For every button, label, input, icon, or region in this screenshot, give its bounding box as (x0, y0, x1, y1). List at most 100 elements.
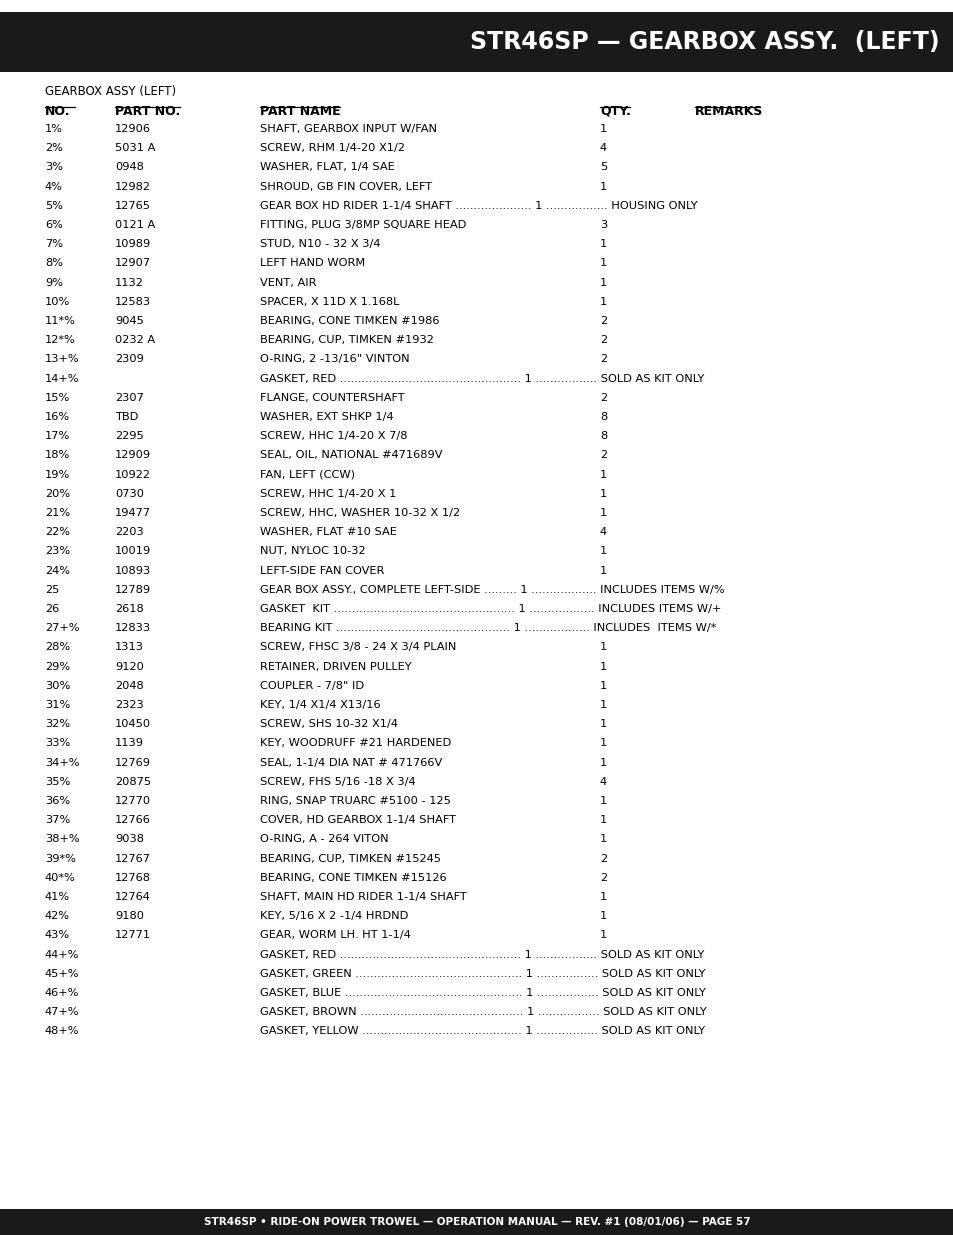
Text: 8: 8 (599, 431, 607, 441)
Text: 12833: 12833 (115, 624, 151, 634)
Text: GEAR BOX ASSY., COMPLETE LEFT-SIDE ......... 1 .................. INCLUDES ITEMS: GEAR BOX ASSY., COMPLETE LEFT-SIDE .....… (260, 585, 724, 595)
Text: 10450: 10450 (115, 719, 151, 729)
Text: 8%: 8% (45, 258, 63, 268)
Text: 2%: 2% (45, 143, 63, 153)
Text: STR46SP • RIDE-ON POWER TROWEL — OPERATION MANUAL — REV. #1 (08/01/06) — PAGE 57: STR46SP • RIDE-ON POWER TROWEL — OPERATI… (204, 1216, 749, 1228)
Text: 30%: 30% (45, 680, 71, 690)
Text: 37%: 37% (45, 815, 71, 825)
Text: 27+%: 27+% (45, 624, 79, 634)
Text: 2203: 2203 (115, 527, 144, 537)
Text: 0232 A: 0232 A (115, 335, 155, 346)
Text: GEAR BOX HD RIDER 1-1/4 SHAFT ..................... 1 ................. HOUSING : GEAR BOX HD RIDER 1-1/4 SHAFT ..........… (260, 201, 697, 211)
Text: SPACER, X 11D X 1.168L: SPACER, X 11D X 1.168L (260, 296, 399, 306)
Text: 23%: 23% (45, 546, 71, 557)
Text: TBD: TBD (115, 412, 138, 422)
Text: 32%: 32% (45, 719, 71, 729)
Text: 1: 1 (599, 124, 607, 135)
Text: 3: 3 (599, 220, 607, 230)
Text: 2: 2 (599, 354, 606, 364)
Text: 2: 2 (599, 316, 606, 326)
Text: 24%: 24% (45, 566, 70, 576)
Text: 1: 1 (599, 258, 607, 268)
Text: GASKET, BROWN ............................................. 1 ................. : GASKET, BROWN ..........................… (260, 1008, 706, 1018)
Text: 46+%: 46+% (45, 988, 79, 998)
Text: 4: 4 (599, 143, 606, 153)
Text: O-RING, A - 264 VITON: O-RING, A - 264 VITON (260, 835, 388, 845)
Text: GASKET  KIT .................................................. 1 ...............: GASKET KIT .............................… (260, 604, 720, 614)
Text: 12982: 12982 (115, 182, 151, 191)
Text: 12768: 12768 (115, 873, 151, 883)
Text: 2: 2 (599, 451, 606, 461)
Text: WASHER, FLAT #10 SAE: WASHER, FLAT #10 SAE (260, 527, 396, 537)
Text: 2295: 2295 (115, 431, 144, 441)
Text: 44+%: 44+% (45, 950, 79, 960)
Text: KEY, WOODRUFF #21 HARDENED: KEY, WOODRUFF #21 HARDENED (260, 739, 451, 748)
Text: 1: 1 (599, 489, 607, 499)
Text: 1: 1 (599, 566, 607, 576)
Text: COVER, HD GEARBOX 1-1/4 SHAFT: COVER, HD GEARBOX 1-1/4 SHAFT (260, 815, 456, 825)
Text: KEY, 5/16 X 2 -1/4 HRDND: KEY, 5/16 X 2 -1/4 HRDND (260, 911, 408, 921)
Text: BEARING, CONE TIMKEN #15126: BEARING, CONE TIMKEN #15126 (260, 873, 446, 883)
Text: 41%: 41% (45, 892, 71, 902)
Text: 13+%: 13+% (45, 354, 79, 364)
Text: 1: 1 (599, 835, 607, 845)
Text: 9045: 9045 (115, 316, 144, 326)
Text: STR46SP — GEARBOX ASSY.  (LEFT): STR46SP — GEARBOX ASSY. (LEFT) (470, 30, 939, 54)
Text: 11*%: 11*% (45, 316, 76, 326)
Text: 6%: 6% (45, 220, 63, 230)
Text: 12907: 12907 (115, 258, 151, 268)
Text: SCREW, SHS 10-32 X1/4: SCREW, SHS 10-32 X1/4 (260, 719, 397, 729)
Text: GASKET, RED .................................................. 1 ...............: GASKET, RED ............................… (260, 950, 703, 960)
Text: LEFT-SIDE FAN COVER: LEFT-SIDE FAN COVER (260, 566, 384, 576)
Text: LEFT HAND WORM: LEFT HAND WORM (260, 258, 365, 268)
Text: 1: 1 (599, 930, 607, 940)
Text: 19477: 19477 (115, 508, 151, 517)
Text: 15%: 15% (45, 393, 71, 403)
Text: GASKET, BLUE ................................................. 1 ...............: GASKET, BLUE ...........................… (260, 988, 705, 998)
Text: 34+%: 34+% (45, 757, 79, 768)
Text: 9038: 9038 (115, 835, 144, 845)
Bar (0, 12, 953, 72)
Text: 18%: 18% (45, 451, 71, 461)
Text: 1: 1 (599, 240, 607, 249)
Text: 14+%: 14+% (45, 374, 79, 384)
Text: 10%: 10% (45, 296, 71, 306)
Text: COUPLER - 7/8" ID: COUPLER - 7/8" ID (260, 680, 364, 690)
Text: 7%: 7% (45, 240, 63, 249)
Text: 1: 1 (599, 797, 607, 806)
Text: 12583: 12583 (115, 296, 151, 306)
Text: 5031 A: 5031 A (115, 143, 155, 153)
Text: 26: 26 (45, 604, 59, 614)
Text: 12766: 12766 (115, 815, 151, 825)
Text: 1: 1 (599, 469, 607, 479)
Text: 1: 1 (599, 757, 607, 768)
Text: RETAINER, DRIVEN PULLEY: RETAINER, DRIVEN PULLEY (260, 662, 411, 672)
Text: 12764: 12764 (115, 892, 151, 902)
Text: 42%: 42% (45, 911, 70, 921)
Text: 12906: 12906 (115, 124, 151, 135)
Text: 1: 1 (599, 296, 607, 306)
Text: 1: 1 (599, 700, 607, 710)
Text: GASKET, GREEN .............................................. 1 .................: GASKET, GREEN ..........................… (260, 968, 705, 979)
Text: NUT, NYLOC 10-32: NUT, NYLOC 10-32 (260, 546, 365, 557)
Text: 33%: 33% (45, 739, 71, 748)
Text: 9180: 9180 (115, 911, 144, 921)
Text: 19%: 19% (45, 469, 71, 479)
Text: 2: 2 (599, 393, 606, 403)
Text: BEARING, CUP, TIMKEN #1932: BEARING, CUP, TIMKEN #1932 (260, 335, 434, 346)
Text: 2323: 2323 (115, 700, 144, 710)
Text: BEARING, CUP, TIMKEN #15245: BEARING, CUP, TIMKEN #15245 (260, 853, 440, 863)
Text: 1132: 1132 (115, 278, 144, 288)
Text: 2: 2 (599, 335, 606, 346)
Text: PART NO.: PART NO. (115, 105, 180, 119)
Text: 25: 25 (45, 585, 59, 595)
Text: 28%: 28% (45, 642, 71, 652)
Text: 29%: 29% (45, 662, 71, 672)
Text: QTY.: QTY. (599, 105, 630, 119)
Text: 3%: 3% (45, 162, 63, 173)
Text: 8: 8 (599, 412, 607, 422)
Text: 12770: 12770 (115, 797, 151, 806)
Text: FITTING, PLUG 3/8MP SQUARE HEAD: FITTING, PLUG 3/8MP SQUARE HEAD (260, 220, 466, 230)
Text: SCREW, HHC, WASHER 10-32 X 1/2: SCREW, HHC, WASHER 10-32 X 1/2 (260, 508, 459, 517)
Text: GASKET, RED .................................................. 1 ...............: GASKET, RED ............................… (260, 374, 703, 384)
